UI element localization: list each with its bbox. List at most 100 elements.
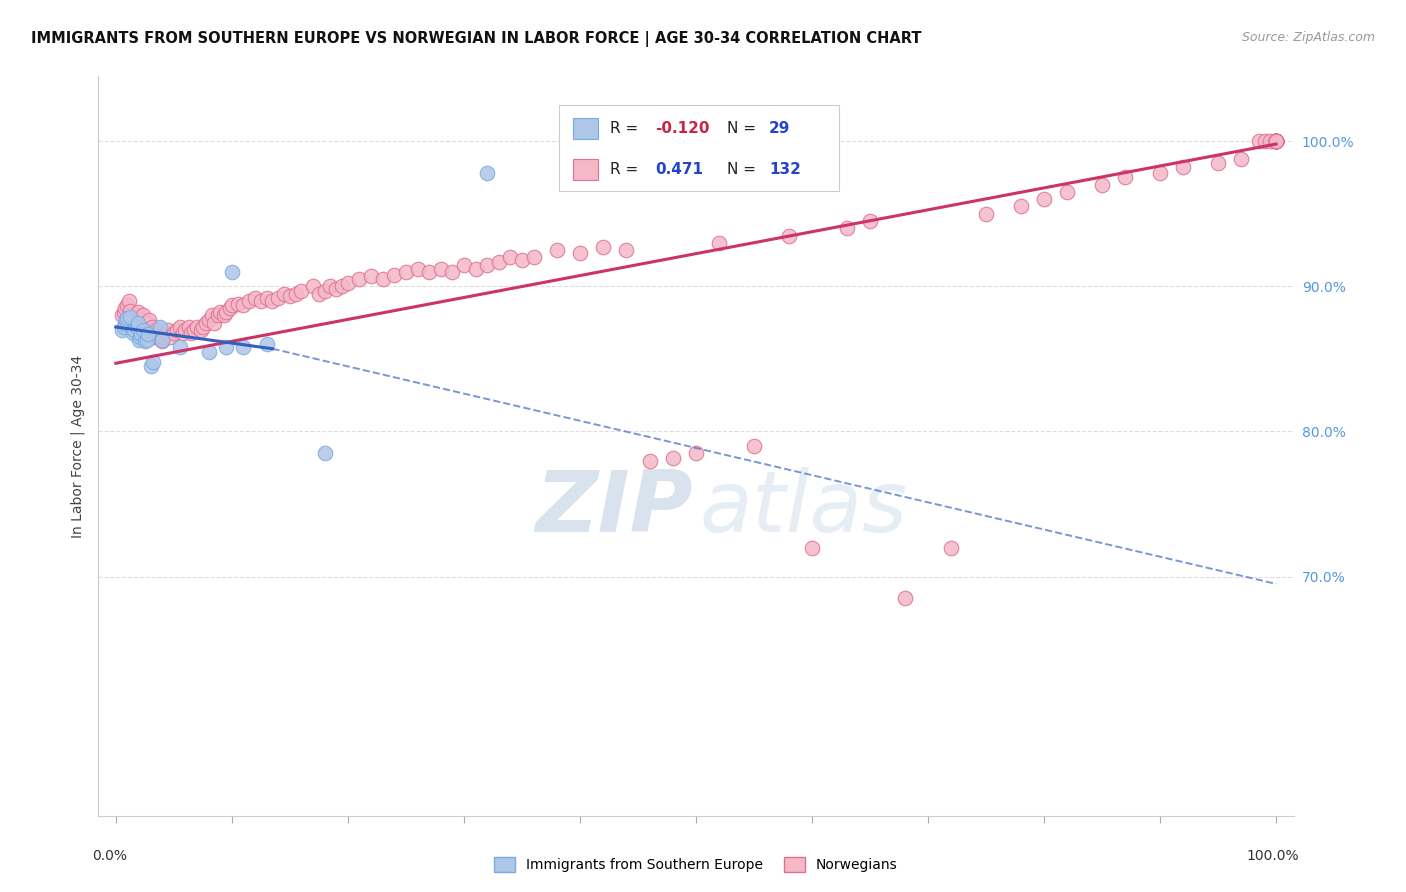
Point: [128, 320, 150, 334]
Point: [325, 282, 347, 296]
Point: [1265, 134, 1288, 148]
Point: [131, 309, 153, 323]
Point: [1253, 134, 1275, 148]
Text: R =: R =: [610, 121, 643, 136]
Point: [117, 311, 139, 326]
Point: [429, 261, 451, 276]
Text: IMMIGRANTS FROM SOUTHERN EUROPE VS NORWEGIAN IN LABOR FORCE | AGE 30-34 CORRELAT: IMMIGRANTS FROM SOUTHERN EUROPE VS NORWE…: [31, 31, 921, 47]
Point: [1265, 134, 1288, 148]
Point: [212, 309, 235, 323]
Point: [134, 334, 156, 349]
Point: [638, 453, 661, 467]
Point: [111, 309, 134, 323]
Point: [406, 261, 429, 276]
Point: [190, 323, 212, 337]
Point: [1265, 134, 1288, 148]
Point: [136, 316, 159, 330]
Point: [510, 253, 533, 268]
Point: [136, 333, 159, 347]
Point: [1258, 134, 1281, 148]
Point: [614, 243, 637, 257]
Point: [142, 330, 165, 344]
Point: [499, 250, 522, 264]
Point: [122, 326, 145, 340]
FancyBboxPatch shape: [558, 105, 839, 191]
Point: [250, 293, 273, 308]
Point: [685, 446, 707, 460]
Point: [382, 268, 405, 282]
Point: [142, 355, 165, 369]
Point: [215, 305, 238, 319]
Point: [1265, 134, 1288, 148]
Point: [267, 291, 290, 305]
Point: [232, 340, 254, 354]
Point: [256, 291, 278, 305]
Point: [111, 323, 134, 337]
Point: [163, 326, 186, 340]
Point: [835, 221, 858, 235]
Point: [129, 330, 152, 344]
Text: N =: N =: [727, 161, 761, 177]
Point: [112, 320, 135, 334]
Point: [475, 258, 498, 272]
Point: [139, 323, 162, 337]
Point: [243, 291, 266, 305]
Point: [742, 439, 765, 453]
Point: [131, 323, 153, 337]
FancyBboxPatch shape: [572, 118, 598, 139]
Point: [127, 305, 149, 319]
Point: [183, 323, 205, 337]
Point: [155, 326, 177, 340]
Point: [125, 309, 148, 323]
Point: [207, 309, 229, 323]
Point: [290, 284, 312, 298]
Text: Source: ZipAtlas.com: Source: ZipAtlas.com: [1241, 31, 1375, 45]
Point: [546, 243, 568, 257]
Point: [801, 541, 824, 555]
Point: [157, 323, 180, 337]
Point: [238, 293, 260, 308]
Point: [1173, 161, 1195, 175]
Point: [169, 340, 191, 354]
Point: [1265, 134, 1288, 148]
Point: [136, 327, 159, 342]
Text: R =: R =: [610, 161, 643, 177]
Point: [418, 265, 440, 279]
Point: [1206, 156, 1229, 170]
Point: [661, 450, 683, 465]
Text: -0.120: -0.120: [655, 121, 710, 136]
Point: [256, 337, 278, 351]
Point: [204, 316, 226, 330]
Point: [1265, 134, 1288, 148]
Point: [150, 334, 173, 349]
Point: [152, 330, 174, 344]
Point: [218, 301, 240, 315]
Point: [1149, 166, 1171, 180]
Point: [118, 304, 141, 318]
Text: 0.0%: 0.0%: [93, 849, 128, 863]
Point: [148, 326, 170, 340]
Point: [195, 316, 218, 330]
Point: [124, 323, 146, 337]
Point: [1265, 134, 1288, 148]
Point: [1230, 152, 1253, 166]
Point: [1010, 199, 1032, 213]
Point: [1056, 185, 1078, 199]
Point: [1265, 134, 1288, 148]
Text: 132: 132: [769, 161, 801, 177]
Point: [136, 320, 159, 334]
Point: [117, 293, 139, 308]
Point: [475, 166, 498, 180]
Point: [141, 320, 163, 334]
Point: [186, 320, 208, 334]
Point: [197, 312, 219, 326]
Point: [124, 312, 146, 326]
Point: [221, 298, 243, 312]
Point: [464, 261, 486, 276]
Point: [1265, 134, 1288, 148]
Point: [1033, 192, 1056, 206]
Point: [592, 240, 614, 254]
Point: [308, 286, 330, 301]
Point: [302, 279, 325, 293]
Point: [360, 269, 382, 284]
